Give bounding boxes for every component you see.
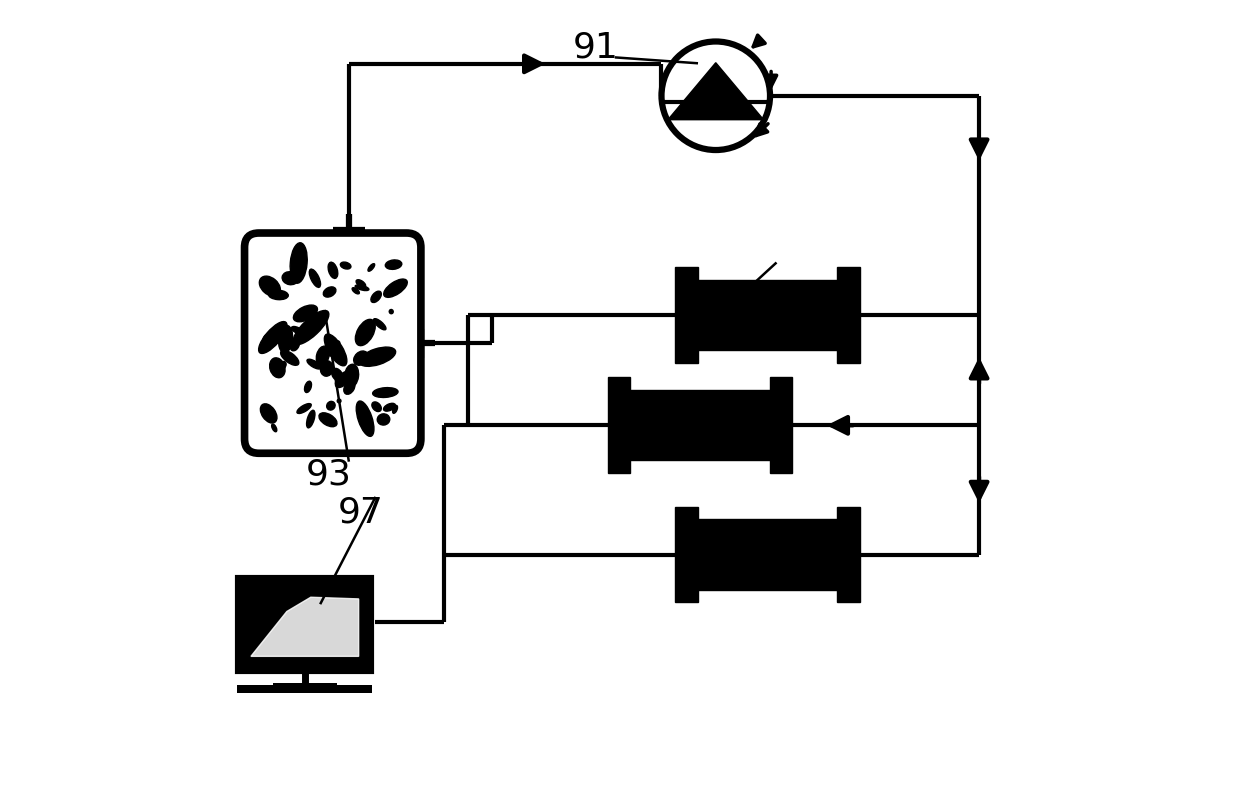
Bar [676, 267, 698, 363]
Ellipse shape [336, 341, 340, 345]
Ellipse shape [308, 359, 321, 369]
Bar [273, 683, 337, 693]
Ellipse shape [393, 405, 398, 413]
Bar [243, 583, 367, 666]
Bar [608, 377, 630, 473]
Text: 97: 97 [337, 496, 383, 529]
Polygon shape [668, 63, 764, 120]
Ellipse shape [325, 334, 347, 365]
Ellipse shape [316, 346, 330, 365]
Ellipse shape [260, 404, 277, 423]
Bar [247, 586, 362, 662]
Ellipse shape [389, 310, 393, 314]
Bar [237, 685, 372, 693]
Ellipse shape [373, 388, 398, 397]
Polygon shape [250, 597, 358, 656]
Ellipse shape [383, 403, 396, 411]
Ellipse shape [329, 263, 337, 279]
Bar [698, 519, 837, 590]
Ellipse shape [272, 424, 277, 432]
Ellipse shape [345, 364, 358, 387]
Ellipse shape [377, 414, 389, 425]
Ellipse shape [324, 287, 336, 297]
Bar [770, 377, 792, 473]
Bar [676, 507, 698, 602]
Bar [837, 267, 859, 363]
Bar [630, 390, 770, 460]
Ellipse shape [290, 338, 300, 351]
Ellipse shape [305, 381, 311, 393]
Ellipse shape [386, 260, 402, 270]
Ellipse shape [259, 322, 286, 354]
Ellipse shape [290, 243, 308, 283]
Ellipse shape [368, 263, 374, 271]
Ellipse shape [340, 262, 351, 269]
Ellipse shape [356, 401, 374, 437]
Ellipse shape [324, 350, 332, 356]
Ellipse shape [353, 351, 368, 365]
Ellipse shape [268, 290, 288, 300]
Ellipse shape [269, 358, 285, 377]
Ellipse shape [306, 410, 315, 428]
Bar [237, 576, 372, 672]
Text: 95: 95 [689, 294, 735, 328]
Text: 93: 93 [306, 458, 352, 492]
Ellipse shape [356, 280, 366, 287]
Ellipse shape [293, 310, 329, 345]
FancyBboxPatch shape [244, 233, 420, 453]
Ellipse shape [259, 276, 280, 296]
Ellipse shape [283, 271, 299, 285]
Ellipse shape [343, 381, 355, 394]
Ellipse shape [319, 413, 337, 427]
Ellipse shape [337, 399, 341, 403]
Bar [247, 586, 362, 662]
Ellipse shape [331, 369, 342, 381]
Text: 91: 91 [573, 31, 619, 65]
Ellipse shape [296, 404, 311, 413]
Ellipse shape [356, 319, 376, 346]
Ellipse shape [372, 402, 382, 412]
Ellipse shape [273, 364, 283, 370]
Ellipse shape [335, 371, 351, 388]
Ellipse shape [320, 361, 334, 376]
Bar [698, 280, 837, 350]
Ellipse shape [355, 285, 368, 290]
Ellipse shape [278, 361, 286, 369]
Bar [837, 507, 859, 602]
Ellipse shape [326, 401, 335, 410]
Ellipse shape [280, 350, 299, 365]
Ellipse shape [373, 318, 386, 330]
Ellipse shape [263, 332, 280, 346]
Ellipse shape [279, 326, 293, 353]
Ellipse shape [294, 305, 317, 322]
Ellipse shape [309, 269, 320, 287]
Ellipse shape [371, 291, 382, 302]
Ellipse shape [291, 326, 303, 334]
Ellipse shape [383, 279, 407, 298]
Ellipse shape [352, 287, 360, 294]
Ellipse shape [358, 347, 396, 366]
